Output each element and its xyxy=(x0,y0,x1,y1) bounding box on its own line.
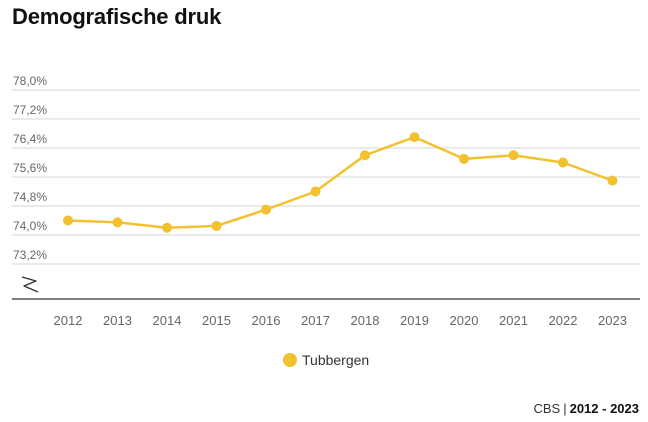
x-tick-label: 2016 xyxy=(252,313,281,328)
y-tick-label: 74,0% xyxy=(13,219,47,233)
source-period: 2012 - 2023 xyxy=(569,401,639,416)
x-tick-label: 2013 xyxy=(103,313,132,328)
legend-marker-icon xyxy=(283,353,297,367)
chart-title: Demografische druk xyxy=(12,4,222,29)
y-tick-label: 74,8% xyxy=(13,190,47,204)
x-tick-label: 2018 xyxy=(351,313,380,328)
axis-break-icon xyxy=(21,276,39,293)
data-point xyxy=(211,220,222,231)
data-point xyxy=(508,150,519,161)
source-separator: | xyxy=(563,401,567,416)
x-tick-label: 2020 xyxy=(450,313,479,328)
x-tick-label: 2012 xyxy=(54,313,83,328)
x-tick-label: 2023 xyxy=(598,313,627,328)
y-tick-label: 76,4% xyxy=(13,132,47,146)
data-point xyxy=(112,217,123,228)
data-point xyxy=(360,150,370,161)
data-point xyxy=(261,204,271,215)
data-point xyxy=(607,175,618,186)
data-point xyxy=(409,132,420,143)
source-label: CBS xyxy=(533,401,561,416)
legend-label: Tubbergen xyxy=(302,352,370,368)
data-point xyxy=(63,215,73,226)
y-tick-label: 78,0% xyxy=(13,74,47,88)
x-tick-label: 2014 xyxy=(153,313,182,328)
y-tick-label: 75,6% xyxy=(13,161,47,175)
data-point xyxy=(310,186,321,197)
x-tick-label: 2017 xyxy=(301,313,330,328)
data-point xyxy=(162,222,172,233)
line-chart: 78,0% 77,2% 76,4% 75,6% 74,8% 74,0% 73,2% 2012 2… xyxy=(12,74,640,328)
data-point xyxy=(459,153,469,164)
x-tick-label: 2015 xyxy=(202,313,231,328)
source-note: CBS | 2012 - 2023 xyxy=(533,401,639,416)
x-tick-label: 2022 xyxy=(549,313,578,328)
x-tick-label: 2019 xyxy=(400,313,429,328)
x-tick-label: 2021 xyxy=(499,313,528,328)
legend[interactable]: Tubbergen xyxy=(283,352,369,368)
y-tick-label: 77,2% xyxy=(13,103,47,117)
series-line-tubbergen xyxy=(67,135,613,229)
y-tick-label: 73,2% xyxy=(13,248,47,262)
data-point xyxy=(558,157,568,168)
